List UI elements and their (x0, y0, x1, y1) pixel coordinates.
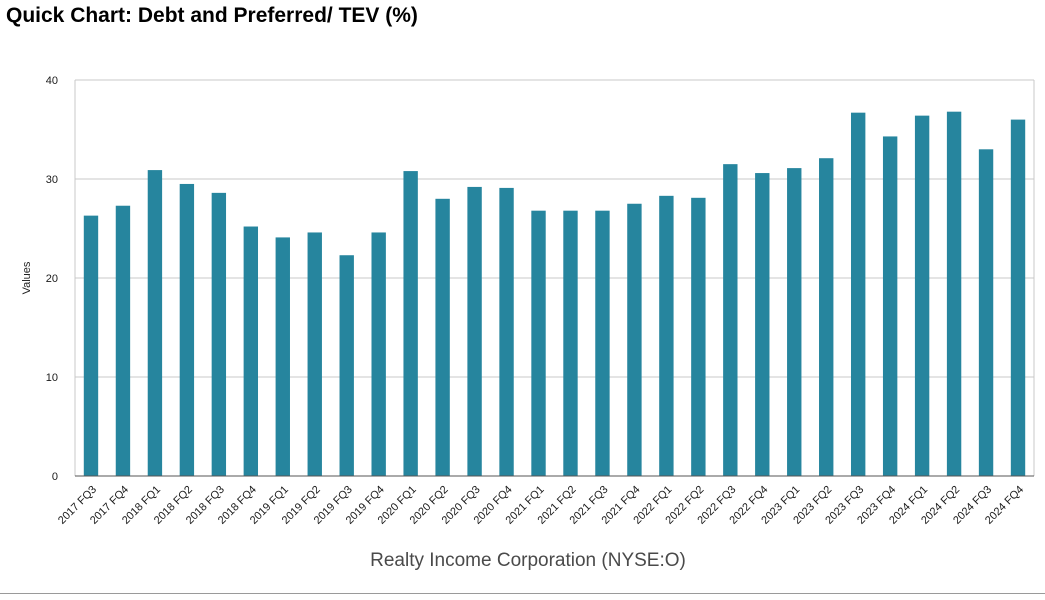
bar (914, 115, 930, 476)
x-axis-caption: Realty Income Corporation (NYSE:O) (370, 550, 686, 571)
bar (691, 197, 706, 476)
bar (115, 205, 131, 477)
y-tick-label: 20 (46, 273, 58, 285)
bar (435, 198, 450, 477)
bar (339, 255, 354, 476)
bar (946, 111, 962, 477)
bar (211, 192, 227, 477)
bar (1010, 119, 1026, 476)
y-tick-label: 0 (52, 471, 58, 483)
chart-title: Quick Chart: Debt and Preferred/ TEV (%) (6, 4, 418, 27)
y-tick-label: 30 (46, 174, 58, 186)
bar (659, 195, 674, 476)
bar (499, 187, 514, 476)
bar (179, 183, 195, 476)
bar (787, 168, 802, 477)
bar (147, 170, 163, 476)
bar (723, 164, 738, 476)
bar (467, 186, 482, 477)
bar (371, 232, 386, 476)
bar (307, 232, 322, 476)
bar (595, 210, 610, 476)
y-tick-label: 40 (46, 75, 58, 87)
bar (83, 215, 99, 476)
bar (275, 237, 290, 476)
bar (882, 136, 898, 476)
bar (563, 210, 578, 476)
bar (627, 203, 642, 476)
bar (978, 149, 994, 477)
bar (755, 173, 770, 476)
bar (850, 112, 866, 477)
bar (403, 171, 418, 476)
bottom-divider (0, 593, 1045, 594)
bar (531, 210, 546, 476)
y-tick-label: 10 (46, 372, 58, 384)
bar (243, 226, 259, 476)
bar (819, 158, 834, 476)
